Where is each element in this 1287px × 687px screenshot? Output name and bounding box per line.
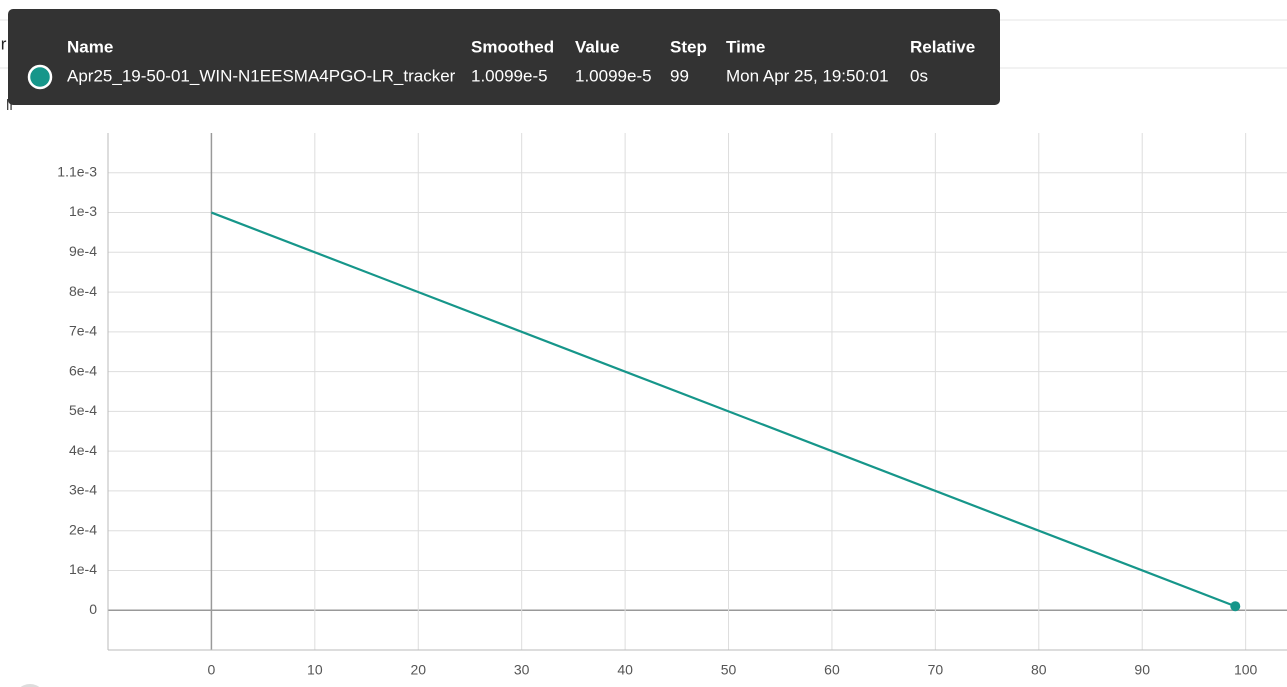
tooltip: Apr25_19-50-01_WIN-N1EESMA4PGO-LR_tracke… <box>8 9 1000 105</box>
chart-title: lr <box>6 97 14 114</box>
tooltip-header: Smoothed <box>471 37 554 56</box>
series-swatch <box>27 64 53 90</box>
y-tick-label: 4e-4 <box>69 442 97 458</box>
x-tick-label: 20 <box>410 662 426 678</box>
x-tick-label: 100 <box>1234 662 1258 678</box>
y-tick-label: 1e-3 <box>69 203 97 219</box>
y-tick-label: 0 <box>89 601 97 617</box>
x-tick-label: 40 <box>617 662 633 678</box>
tooltip-cell: Mon Apr 25, 19:50:01 <box>726 66 889 85</box>
tooltip-bg <box>8 9 1000 105</box>
y-tick-label: 1.1e-3 <box>57 163 97 179</box>
x-tick-label: 0 <box>208 662 216 678</box>
tooltip-header: Time <box>726 37 765 56</box>
y-tick-label: 9e-4 <box>69 243 97 259</box>
y-tick-label: 8e-4 <box>69 283 97 299</box>
tooltip-cell: 99 <box>670 66 689 85</box>
hover-point <box>1230 601 1241 612</box>
tooltip-header: Value <box>575 37 619 56</box>
tooltip-header: Relative <box>910 37 975 56</box>
plot-area: 0 1e-4 2e-4 3e-4 4e-4 5e-4 6e-4 7e-4 8e-4 9e-4 1e-… <box>57 133 1287 678</box>
tooltip-header: Name <box>67 37 113 56</box>
x-tick-label: 70 <box>928 662 944 678</box>
card-title: lr <box>0 34 7 53</box>
x-tick-label: 90 <box>1134 662 1150 678</box>
y-tick-label: 1e-4 <box>69 561 97 577</box>
x-tick-label: 60 <box>824 662 840 678</box>
tooltip-cell: 0s <box>910 66 928 85</box>
x-tick-label: 10 <box>307 662 323 678</box>
series-line <box>211 211 1236 608</box>
y-tick-label: 6e-4 <box>69 362 97 378</box>
y-tick-label: 3e-4 <box>69 482 97 498</box>
y-tick-label: 2e-4 <box>69 521 97 537</box>
y-tick-label: 5e-4 <box>69 402 97 418</box>
x-tick-label: 80 <box>1031 662 1047 678</box>
tooltip-header: Step <box>670 37 707 56</box>
x-tick-label: 30 <box>514 662 530 678</box>
x-tick-label: 50 <box>721 662 737 678</box>
tooltip-cell: 1.0099e-5 <box>471 66 548 85</box>
tooltip-cell: 1.0099e-5 <box>575 66 652 85</box>
series-name: Apr25_19-50-01_WIN-N1EESMA4PGO-LR_tracke… <box>67 66 456 85</box>
y-tick-label: 7e-4 <box>69 323 97 339</box>
fab-button[interactable] <box>14 684 46 687</box>
